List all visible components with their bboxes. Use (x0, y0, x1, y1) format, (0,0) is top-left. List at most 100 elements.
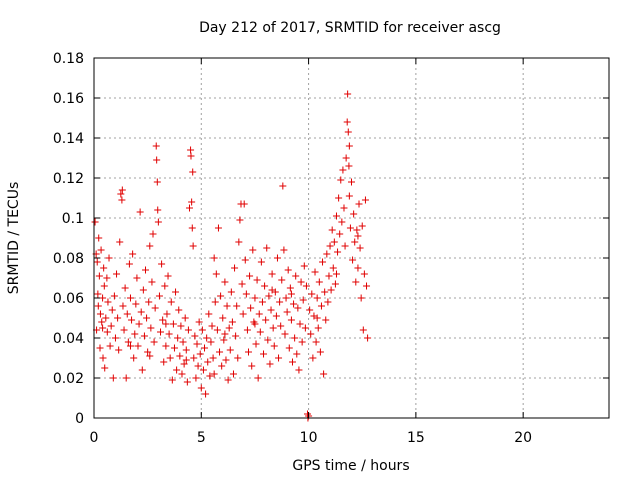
data-point (172, 288, 180, 296)
data-point (361, 196, 369, 204)
data-point (302, 282, 310, 290)
data-point (345, 142, 353, 150)
data-point (267, 306, 275, 314)
data-point (218, 362, 226, 370)
data-point (207, 338, 215, 346)
data-point (118, 186, 126, 194)
data-point (236, 216, 244, 224)
data-point (268, 286, 276, 294)
data-point (223, 302, 231, 310)
data-point (165, 330, 173, 338)
data-point (188, 224, 196, 232)
data-point (234, 354, 242, 362)
data-point (180, 360, 188, 368)
data-point (195, 318, 203, 326)
data-point (94, 290, 102, 298)
data-point (105, 254, 113, 262)
y-tick-label: 0.04 (53, 331, 84, 347)
data-point (357, 294, 365, 302)
data-point (95, 272, 103, 280)
data-point (203, 334, 211, 342)
data-point (288, 358, 296, 366)
data-point (190, 354, 198, 362)
data-point (342, 154, 350, 162)
data-point (313, 314, 321, 322)
data-point (187, 152, 195, 160)
data-point (109, 374, 117, 382)
data-point (106, 342, 114, 350)
data-point (238, 280, 246, 288)
data-point (129, 250, 137, 258)
data-point (193, 340, 201, 348)
data-point (146, 242, 154, 250)
data-point (360, 270, 368, 278)
data-point (194, 362, 202, 370)
data-point (349, 256, 357, 264)
data-point (354, 232, 362, 240)
data-point (281, 330, 289, 338)
data-point (185, 204, 193, 212)
data-point (242, 290, 250, 298)
data-point (179, 338, 187, 346)
data-point (214, 224, 222, 232)
data-point (153, 178, 161, 186)
data-point (163, 310, 171, 318)
data-point (239, 310, 247, 318)
axis-ticks (93, 57, 609, 419)
data-point (290, 300, 298, 308)
data-point (258, 298, 266, 306)
data-point (197, 384, 205, 392)
data-point (219, 314, 227, 322)
data-point (285, 344, 293, 352)
data-point (331, 280, 339, 288)
data-point (294, 304, 302, 312)
data-point (162, 320, 170, 328)
data-point (208, 322, 216, 330)
data-point (279, 182, 287, 190)
data-point (145, 298, 153, 306)
data-point (173, 366, 181, 374)
data-point (320, 370, 328, 378)
data-point (364, 334, 372, 342)
data-point (94, 302, 102, 310)
data-point (122, 374, 130, 382)
y-tick-label: 0.14 (53, 131, 84, 147)
data-point (212, 270, 220, 278)
data-point (131, 330, 139, 338)
data-point (116, 238, 124, 246)
data-point (174, 334, 182, 342)
data-point (209, 354, 217, 362)
data-point (338, 218, 346, 226)
data-point (268, 270, 276, 278)
data-point (284, 266, 292, 274)
data-point (355, 200, 363, 208)
data-point (210, 370, 218, 378)
data-point (136, 208, 144, 216)
data-point (325, 272, 333, 280)
data-point (176, 352, 184, 360)
data-point (341, 242, 349, 250)
data-point (235, 238, 243, 246)
data-point (96, 310, 104, 318)
data-point (100, 282, 108, 290)
data-point (312, 338, 320, 346)
data-point (337, 176, 345, 184)
data-point (220, 336, 228, 344)
data-point (113, 270, 121, 278)
data-point (296, 320, 304, 328)
data-point (263, 244, 271, 252)
data-point (270, 342, 278, 350)
data-point (356, 244, 364, 252)
x-tick-label: 10 (300, 430, 318, 446)
data-point (275, 354, 283, 362)
data-point (110, 292, 118, 300)
data-point (198, 326, 206, 334)
data-point (231, 264, 239, 272)
data-point (153, 156, 161, 164)
data-point (187, 146, 195, 154)
data-point (329, 264, 337, 272)
data-point (91, 218, 99, 226)
data-point (147, 324, 155, 332)
data-point (99, 354, 107, 362)
data-point (99, 294, 107, 302)
